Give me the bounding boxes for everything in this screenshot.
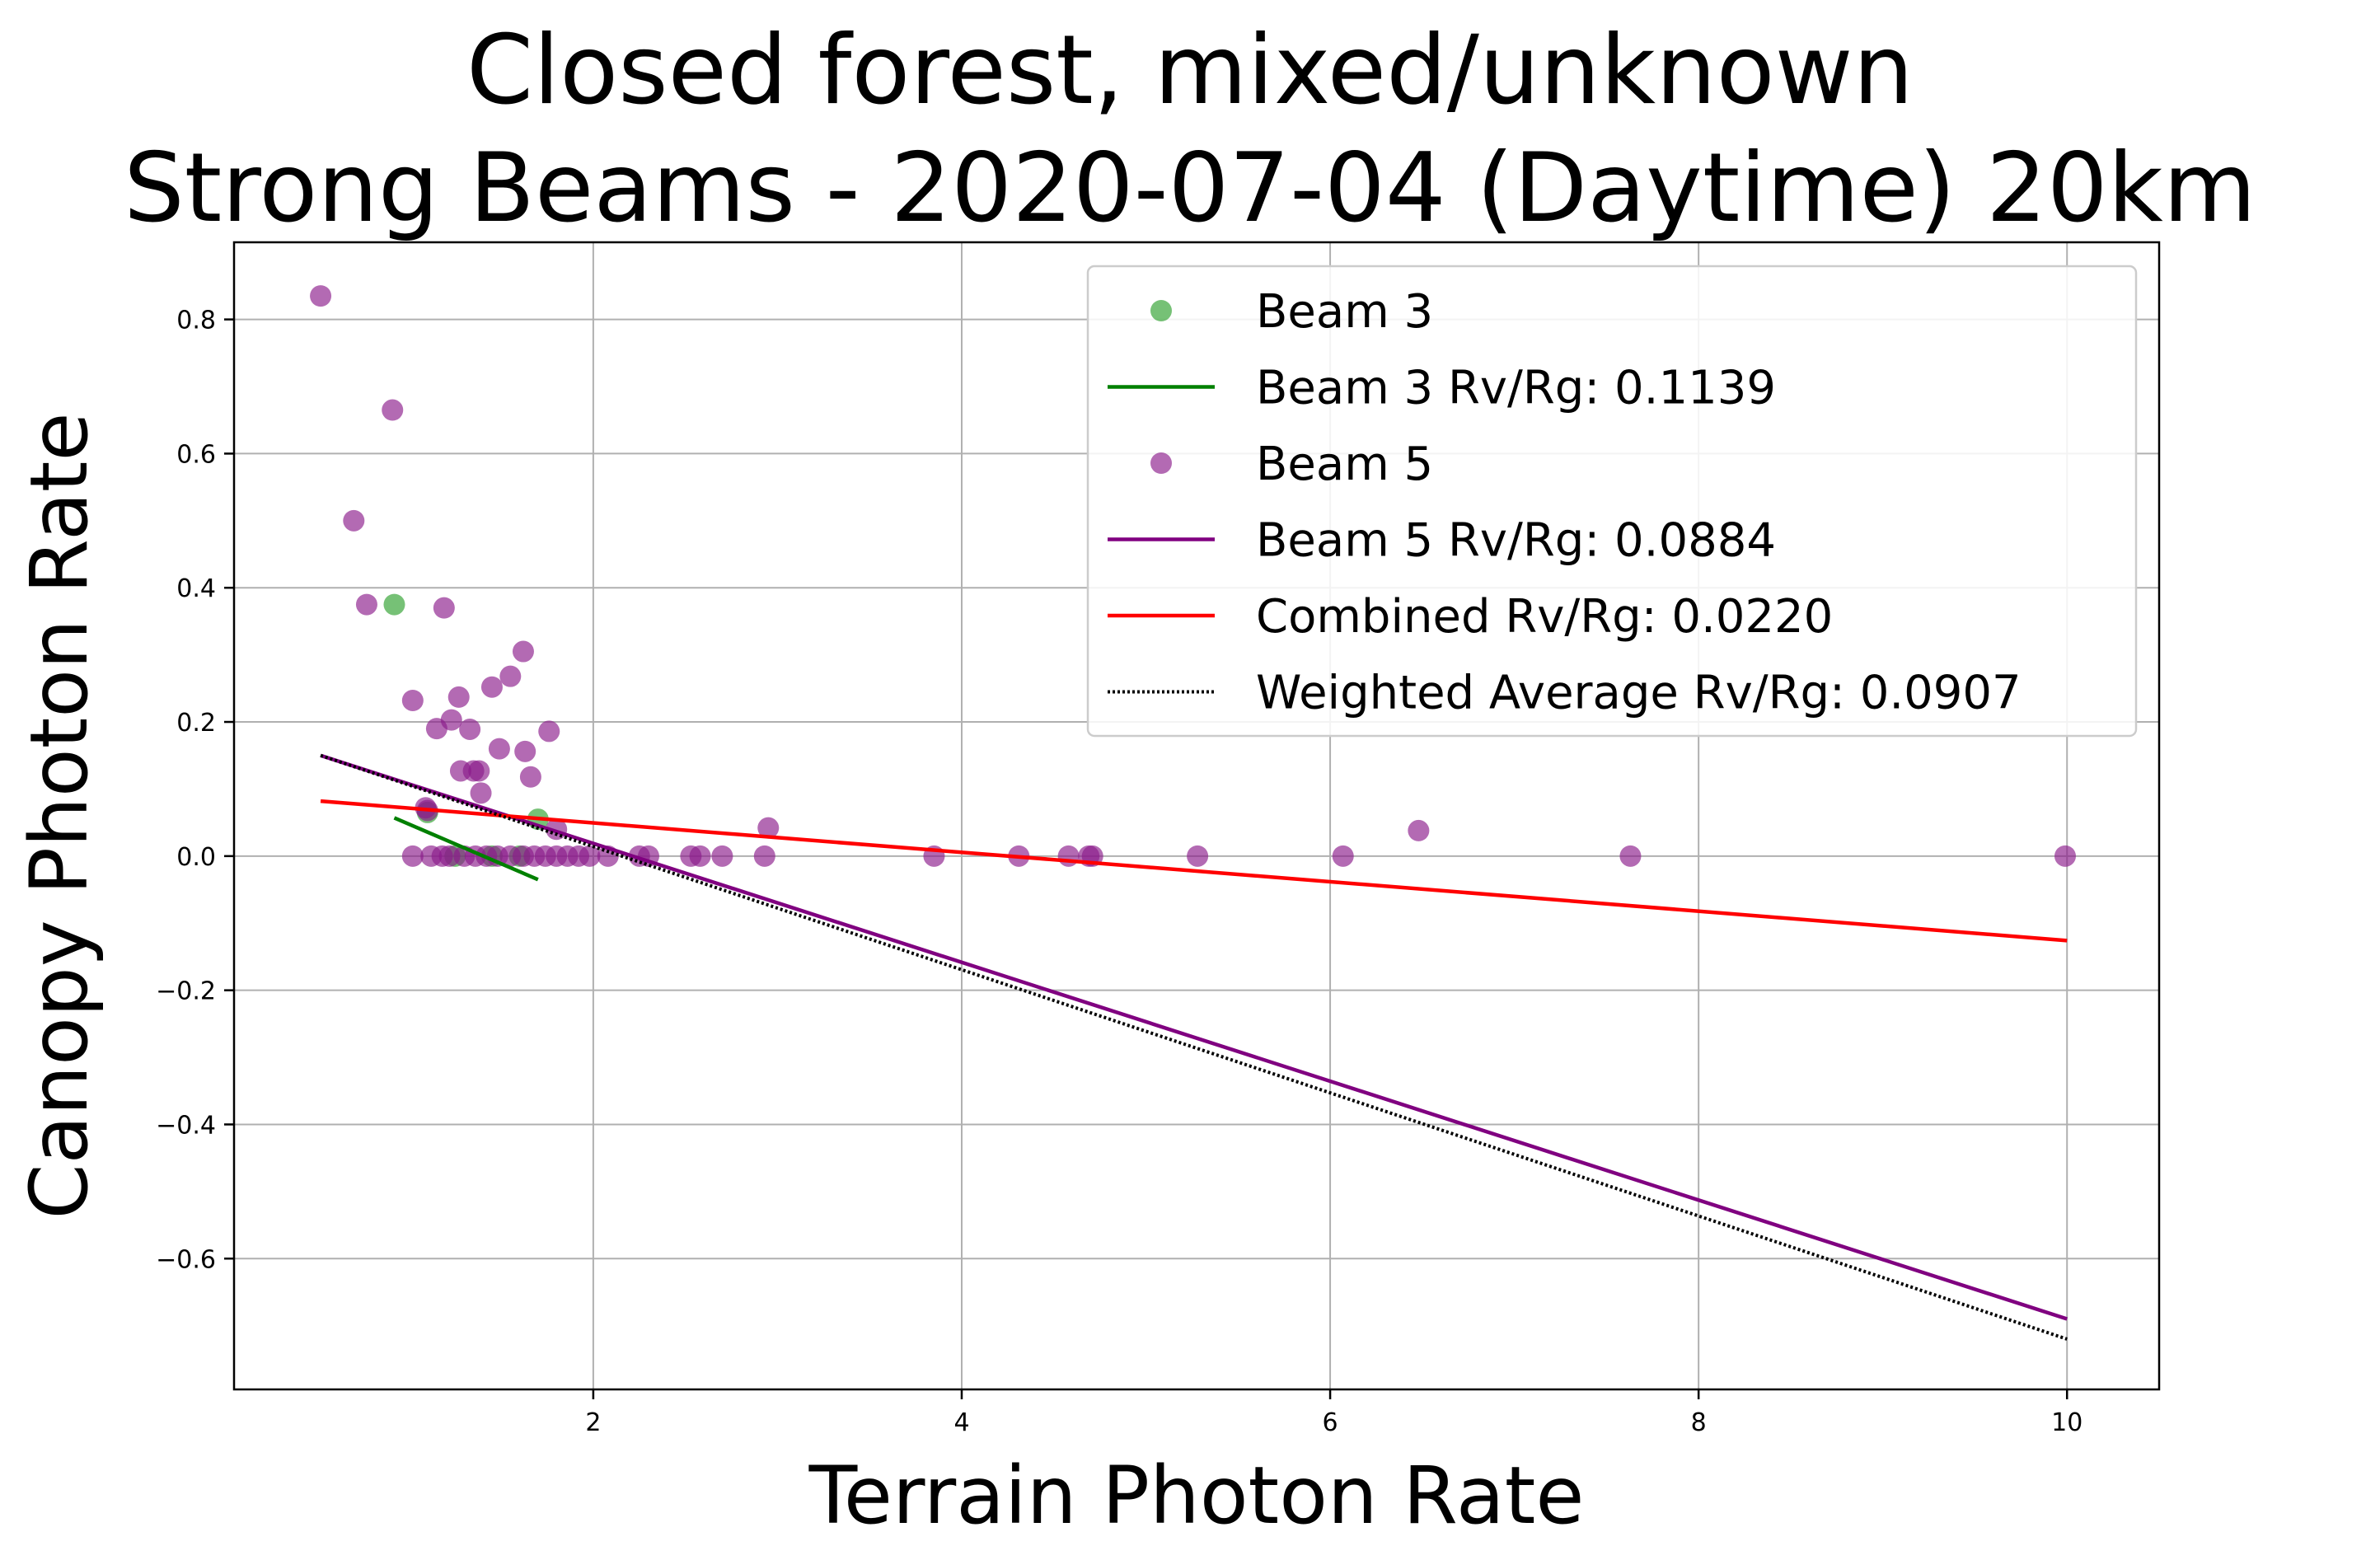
chart-title-line-1: Closed forest, mixed/unknown (466, 15, 1914, 126)
legend-item: Beam 3 (1150, 285, 1433, 339)
data-point (433, 597, 455, 619)
chart-title-line-2: Strong Beams - 2020-07-04 (Daytime) 20km (124, 133, 2256, 244)
y-tick-label: 0.8 (176, 307, 216, 335)
axis-ticks: 2 4 6 8 10 −0.6 −0.4 −0.2 0.0 0.2 0.4 0.6 0.8 (156, 307, 2082, 1437)
x-tick-label: 4 (953, 1408, 969, 1437)
data-point (401, 845, 424, 867)
x-tick-label: 2 (585, 1408, 601, 1437)
data-point (514, 740, 536, 762)
data-point (2054, 845, 2076, 867)
data-point (538, 720, 560, 743)
data-point (459, 718, 481, 740)
legend-label: Beam 5 Rv/Rg: 0.0884 (1256, 514, 1776, 568)
data-point (1057, 845, 1080, 867)
legend-item: Weighted Average Rv/Rg: 0.0907 (1108, 667, 2022, 720)
legend: Beam 3 Beam 3 Rv/Rg: 0.1139 Beam 5 Beam 5 R… (1086, 265, 2138, 738)
legend-item: Beam 5 Rv/Rg: 0.0884 (1108, 514, 1776, 568)
y-tick-label: −0.6 (156, 1245, 216, 1274)
legend-marker (1150, 452, 1172, 474)
legend-marker (1150, 300, 1172, 321)
legend-label: Beam 3 Rv/Rg: 0.1139 (1256, 362, 1776, 415)
data-point (757, 817, 780, 839)
y-tick-label: 0.0 (176, 843, 216, 872)
y-tick-label: −0.2 (156, 977, 216, 1006)
data-point (383, 593, 405, 616)
data-point (519, 766, 541, 788)
data-point (468, 760, 490, 782)
y-tick-label: 0.6 (176, 440, 216, 469)
data-point (499, 665, 522, 687)
x-tick-label: 10 (2051, 1408, 2082, 1437)
data-point (1619, 845, 1642, 867)
data-point (382, 399, 404, 421)
data-point (711, 845, 733, 867)
legend-box (1086, 265, 2138, 738)
plot-series (310, 285, 2076, 1341)
data-point (689, 845, 711, 867)
data-point (579, 845, 601, 867)
y-tick-label: −0.4 (156, 1111, 216, 1140)
data-point (355, 593, 377, 616)
fit-line-weighted-average-rv-rg-0-0907 (320, 753, 2068, 1341)
fit-line-combined-rv-rg-0-0220 (320, 799, 2068, 943)
legend-item: Beam 5 (1150, 438, 1433, 491)
y-axis-label: Canopy Photon Rate (13, 412, 105, 1219)
data-point (425, 718, 447, 740)
fit-line-beam-5-rv-rg-0-0884 (320, 753, 2068, 1321)
x-tick-label: 6 (1323, 1408, 1338, 1437)
x-axis-label: Terrain Photon Rate (808, 1450, 1585, 1542)
legend-label: Beam 5 (1256, 438, 1433, 491)
data-point (401, 689, 424, 711)
legend-label: Beam 3 (1256, 285, 1433, 339)
fit-line-beam-3-rv-rg-0-1139 (393, 816, 539, 882)
legend-label: Weighted Average Rv/Rg: 0.0907 (1256, 667, 2022, 720)
legend-item: Beam 3 Rv/Rg: 0.1139 (1108, 362, 1776, 415)
y-tick-label: 0.4 (176, 574, 216, 603)
data-point (343, 509, 365, 532)
legend-item: Combined Rv/Rg: 0.0220 (1108, 590, 1833, 644)
plot-frame (232, 241, 2161, 1391)
data-point (310, 285, 332, 307)
data-point (753, 845, 775, 867)
data-point (447, 686, 470, 708)
data-point (470, 782, 492, 804)
x-tick-label: 8 (1691, 1408, 1707, 1437)
data-point (438, 845, 461, 867)
legend-label: Combined Rv/Rg: 0.0220 (1256, 590, 1833, 644)
data-point (512, 640, 534, 663)
y-tick-label: 0.2 (176, 709, 216, 738)
data-point (1408, 819, 1430, 841)
series-beam-5 (310, 285, 2076, 867)
data-point (480, 676, 503, 698)
data-point (488, 738, 510, 760)
data-point (1332, 845, 1354, 867)
data-point (1187, 845, 1209, 867)
